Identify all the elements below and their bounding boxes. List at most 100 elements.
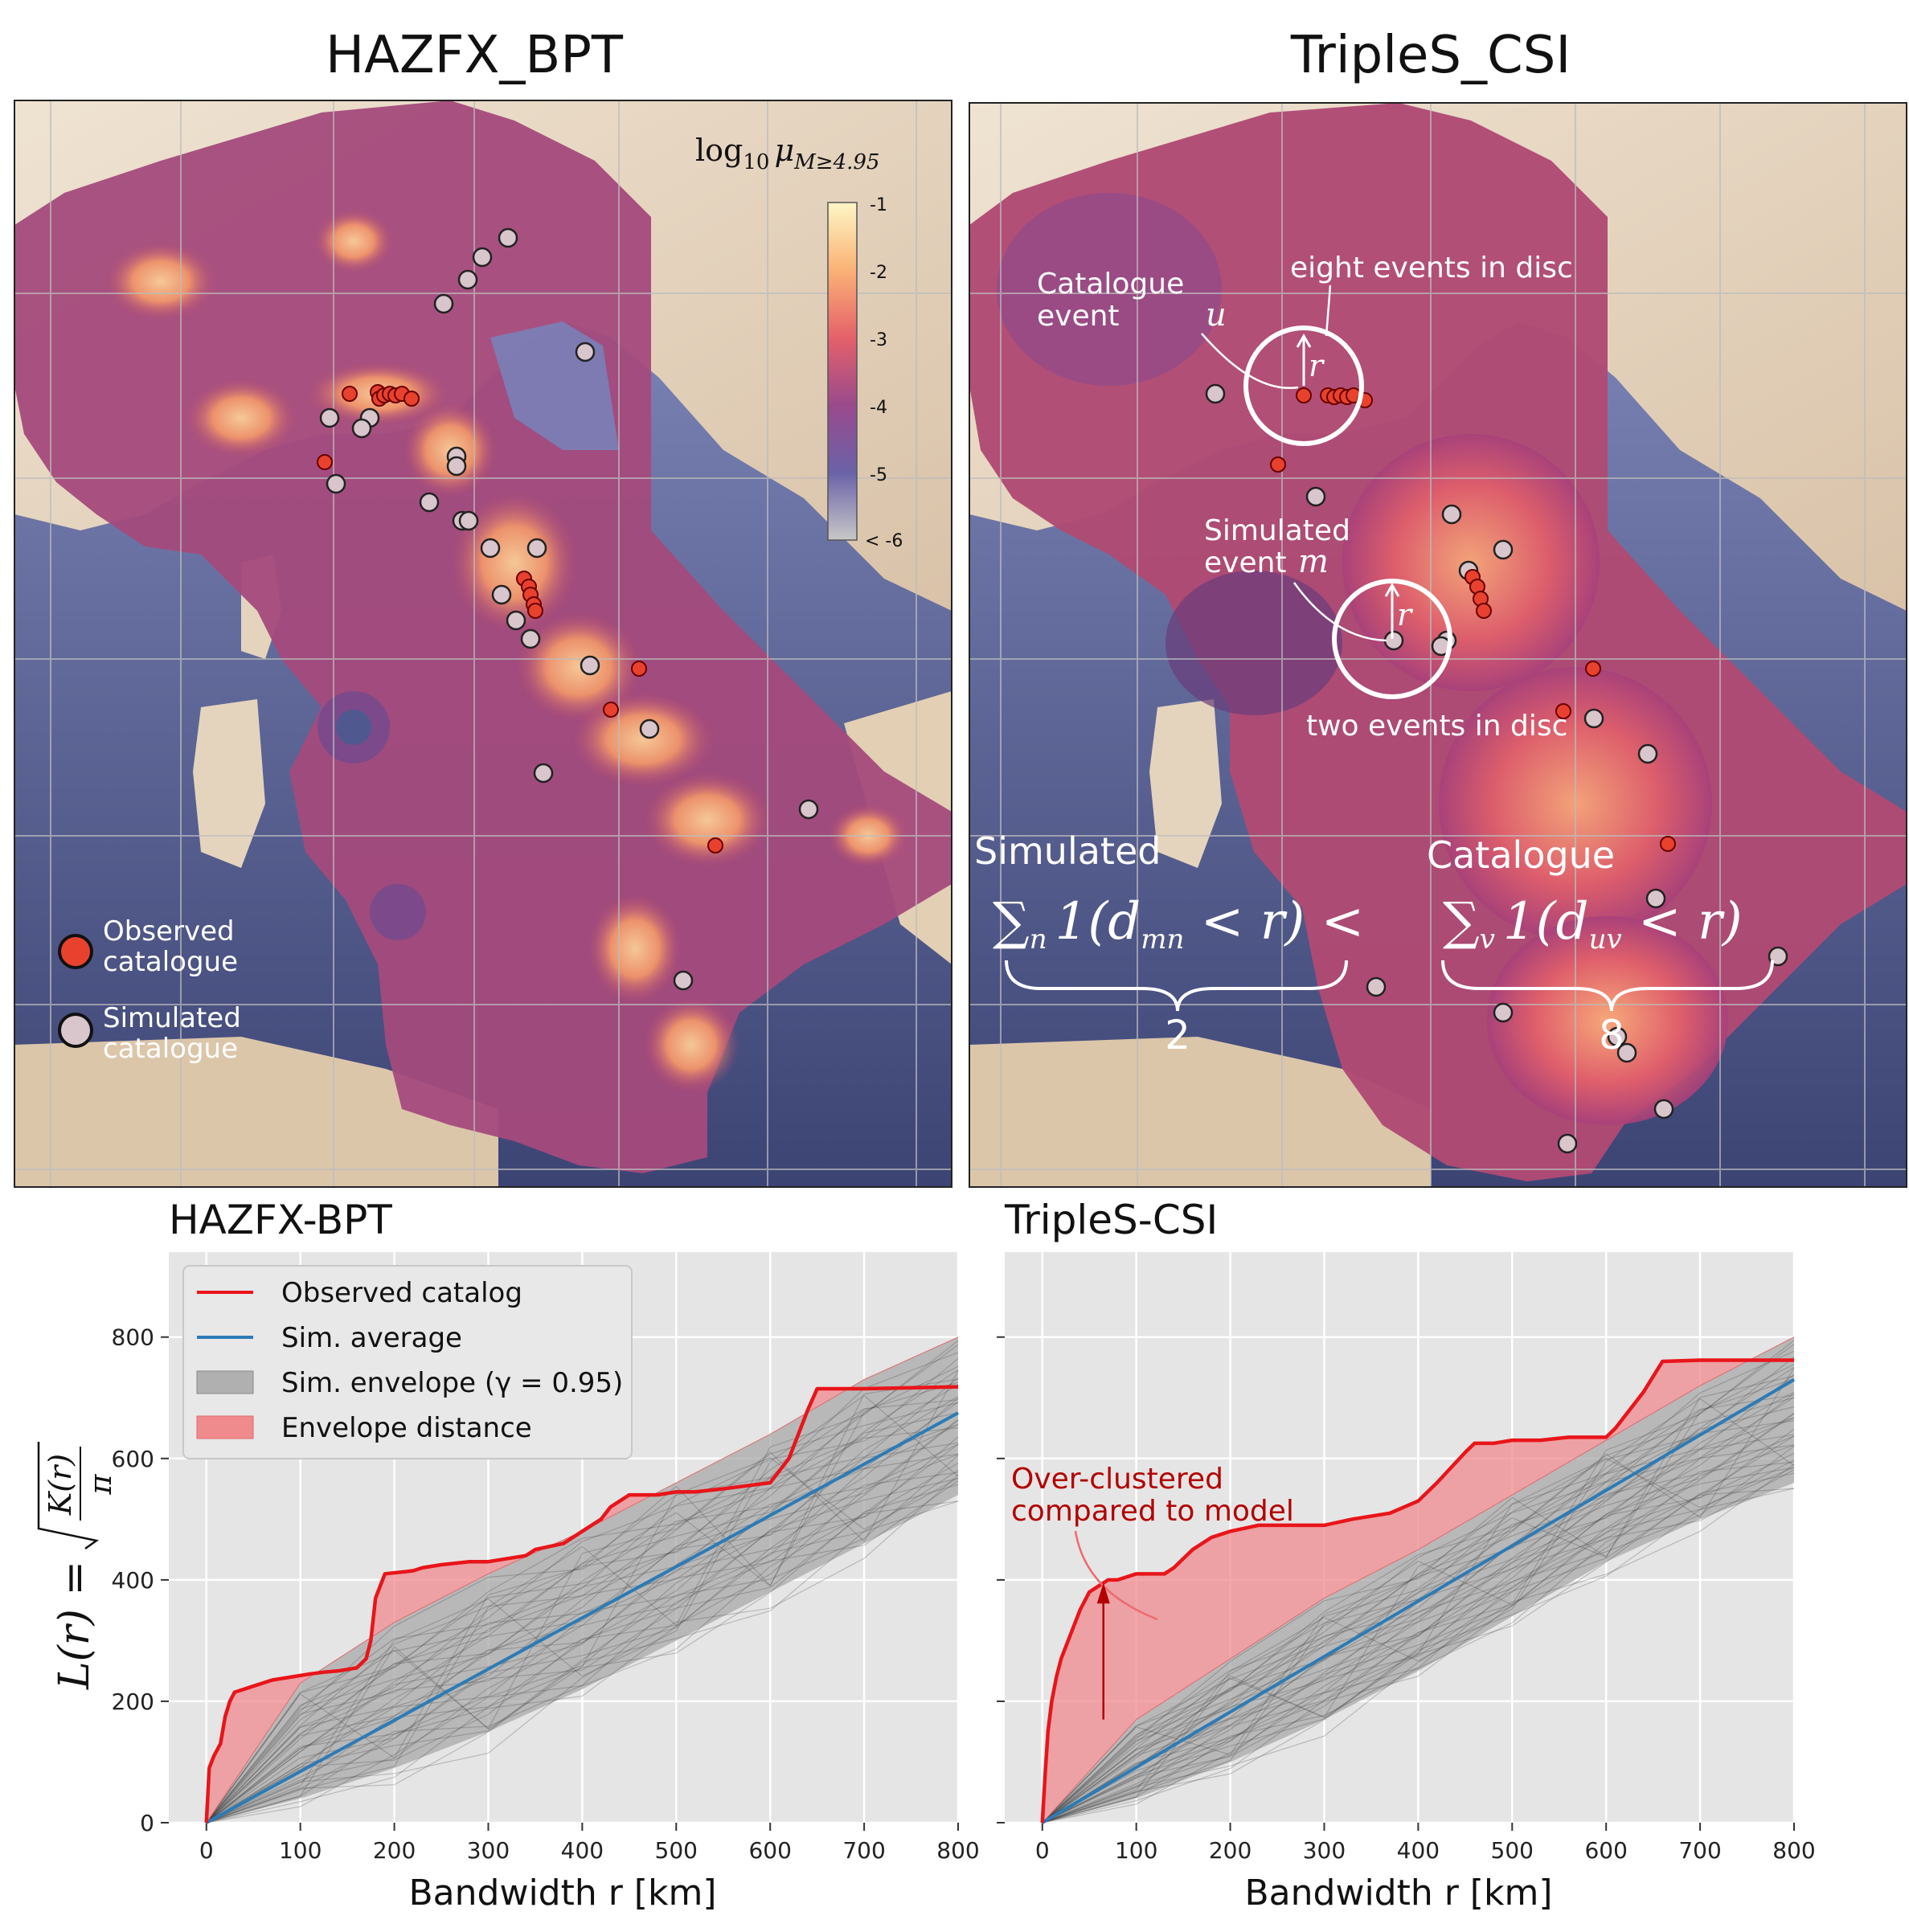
sim-realization [1042, 1368, 1795, 1824]
sim-realization [1042, 1452, 1795, 1824]
sim-realization [1042, 1434, 1795, 1824]
sim-envelope [1042, 1336, 1794, 1823]
sim-realization [206, 1436, 959, 1824]
colorbar-label: log10 μM≥4.95 [695, 133, 879, 174]
leader-line [1325, 284, 1332, 337]
sum-formula: ∑n 1(dmn < r) < [993, 892, 1364, 956]
x-tick-label: 0 [1035, 1837, 1050, 1864]
colorbar-tick: -4 [870, 398, 887, 418]
observed-line [204, 1385, 959, 1824]
sim-realization [206, 1443, 959, 1824]
sim-realization [1042, 1444, 1795, 1824]
sim-realization [206, 1399, 959, 1824]
sim-realization [206, 1394, 959, 1824]
sim-realization [1042, 1380, 1795, 1824]
hazard-region [14, 100, 952, 1173]
x-tick-label: 200 [373, 1837, 416, 1864]
sim-realization [206, 1424, 959, 1824]
catalogue-event-label: Catalogue [1037, 268, 1184, 301]
sim-realization [1042, 1344, 1795, 1824]
simulated-events [1205, 383, 1788, 1154]
sim-realization [1042, 1461, 1795, 1824]
sim-realization [1042, 1435, 1795, 1824]
x-tick-label: 800 [936, 1837, 979, 1864]
colorbar-tick: < -6 [865, 531, 903, 551]
legend-label: Sim. envelope (γ = 0.95) [281, 1367, 623, 1399]
sim-realization [206, 1381, 959, 1824]
sim-realization [206, 1418, 959, 1824]
sim-realization [1042, 1363, 1795, 1824]
legend-simulated-marker [58, 1013, 93, 1048]
sim-realization [1042, 1418, 1795, 1824]
u-label: u [1206, 297, 1227, 334]
sim-realization [206, 1344, 959, 1824]
map-title-1: HAZFX_BPT [326, 26, 624, 85]
colorbar-tick: -2 [870, 263, 887, 283]
x-tick-label: 600 [748, 1837, 791, 1864]
sim-realization [1042, 1420, 1795, 1824]
map-triples: TripleS_CSI [969, 26, 1907, 1188]
sim-realization [1042, 1488, 1795, 1824]
count-simulated: 2 [1165, 1012, 1190, 1058]
disc-annotations [1005, 284, 1774, 1012]
disc-labels: Catalogue event u r eight events in disc… [974, 252, 1743, 1058]
x-tick-label: 400 [561, 1837, 604, 1864]
x-tick-label: 700 [842, 1837, 885, 1864]
colorbar-tick: -3 [870, 330, 887, 350]
simulated-events [319, 227, 819, 991]
y-axis-label: L(r) = K(r) π [37, 1442, 118, 1690]
observed-layer [1040, 1358, 1794, 1824]
sim-realization [206, 1462, 959, 1824]
hotspots [104, 209, 908, 1093]
legend-distance-swatch [196, 1415, 254, 1439]
legend-observed-label: Observed [103, 915, 235, 948]
r-label: r [1397, 597, 1414, 632]
y-tick-label: 600 [112, 1446, 154, 1472]
sim-realization [206, 1370, 959, 1824]
x-tick-label: 400 [1397, 1837, 1440, 1864]
chart-title-1: HAZFX-BPT [169, 1197, 392, 1243]
sim-realization [1042, 1435, 1795, 1824]
x-tick-label: 100 [1115, 1837, 1157, 1864]
sim-realization [1042, 1373, 1795, 1824]
sim-realization [206, 1443, 959, 1824]
map-frame [969, 102, 1907, 1188]
envelope-layer [1042, 1336, 1795, 1824]
leader-line [1292, 582, 1387, 642]
sim-realization [1042, 1396, 1795, 1824]
y-axis-label-num: K(r) [43, 1454, 78, 1516]
sim-realization [1042, 1350, 1795, 1824]
annotation-line: compared to model [1011, 1495, 1294, 1528]
legend-simulated-label: catalogue [103, 1033, 238, 1065]
glow [997, 193, 1222, 386]
map-legend: Observed catalogue Simulated catalogue [58, 915, 241, 1065]
sim-realization [206, 1402, 959, 1824]
glow [1165, 571, 1342, 715]
land-africa [969, 1037, 1431, 1187]
x-tick-label: 800 [1772, 1837, 1815, 1864]
sim-realization [1042, 1340, 1795, 1824]
sim-realization [1042, 1378, 1795, 1824]
observed-events [317, 384, 723, 853]
legend-envelope-swatch [196, 1370, 254, 1394]
sim-realization [1042, 1446, 1795, 1824]
sim-realization [1042, 1472, 1795, 1824]
y-tick-label: 400 [112, 1567, 154, 1594]
count-catalogue: 8 [1599, 1012, 1624, 1058]
sim-realization [1042, 1467, 1795, 1824]
sim-realization [1042, 1463, 1795, 1824]
observed-layer [204, 1385, 959, 1824]
colorbar: log10 μM≥4.95 -1 -2 -3 -4 -5 < -6 [695, 133, 903, 551]
sim-realization [206, 1412, 959, 1824]
sim-realization [206, 1469, 959, 1824]
colorbar-tick: -1 [870, 195, 887, 215]
sim-realization [206, 1474, 959, 1824]
simulated-disc [1332, 579, 1452, 699]
observed-line [1040, 1358, 1794, 1824]
sim-average-line [1041, 1377, 1796, 1824]
sim-realization [1042, 1391, 1795, 1824]
glow [1487, 916, 1728, 1125]
sim-realization [1042, 1459, 1795, 1824]
annotation-arrow-head [1096, 1582, 1110, 1604]
sim-realization [206, 1352, 959, 1824]
